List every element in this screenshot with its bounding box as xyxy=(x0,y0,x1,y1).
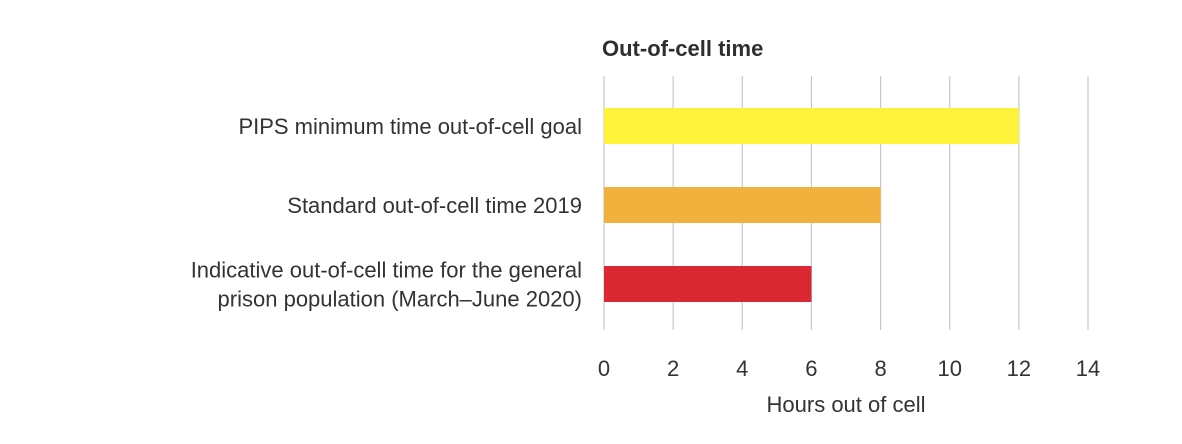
x-tick-label: 0 xyxy=(598,356,610,381)
x-tick-label: 12 xyxy=(1007,356,1031,381)
x-tick-label: 10 xyxy=(937,356,961,381)
bar xyxy=(604,108,1019,144)
bar xyxy=(604,187,881,223)
x-tick-label: 6 xyxy=(805,356,817,381)
category-label: PIPS minimum time out-of-cell goal xyxy=(238,114,582,139)
x-tick-label: 14 xyxy=(1076,356,1100,381)
x-tick-label: 2 xyxy=(667,356,679,381)
bar xyxy=(604,266,812,302)
x-axis-title: Hours out of cell xyxy=(767,392,926,417)
category-label: Indicative out-of-cell time for the gene… xyxy=(191,258,582,312)
chart-title: Out-of-cell time xyxy=(602,36,763,61)
category-labels: PIPS minimum time out-of-cell goal Standa… xyxy=(191,114,582,312)
bars xyxy=(604,108,1019,302)
category-label: Standard out-of-cell time 2019 xyxy=(287,193,582,218)
x-tick-label: 8 xyxy=(874,356,886,381)
x-tick-labels: 0 2 4 6 8 10 12 14 xyxy=(598,356,1100,381)
x-tick-label: 4 xyxy=(736,356,748,381)
